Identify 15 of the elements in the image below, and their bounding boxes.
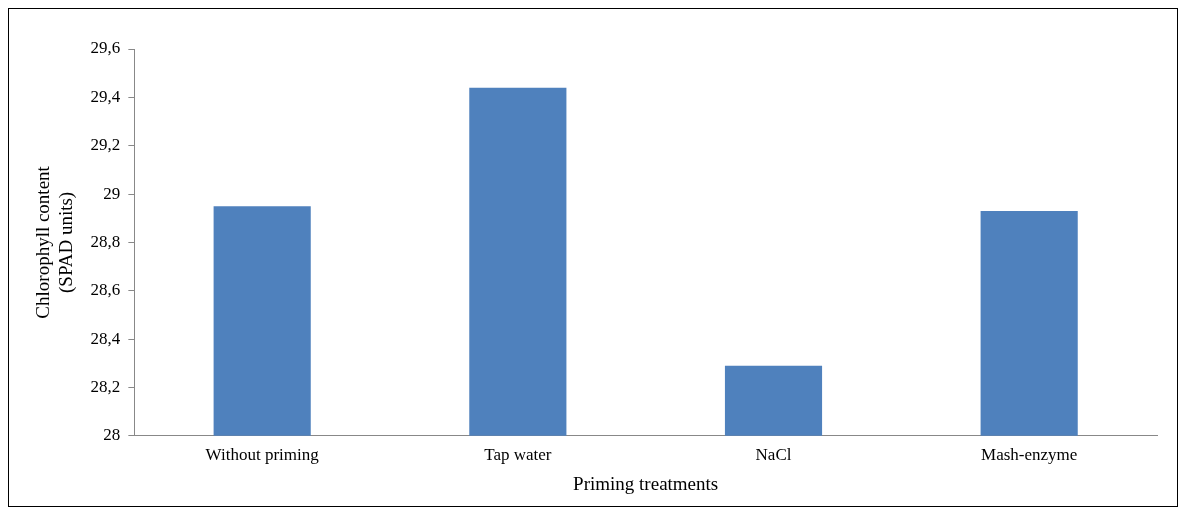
y-tick-label: 29,2: [90, 135, 121, 155]
x-tick-label: Tap water: [484, 445, 552, 465]
y-axis-title: Chlorophyll content (SPAD units): [32, 165, 78, 319]
x-tick-label: Mash-enzyme: [981, 445, 1078, 465]
y-tick-label: 28,4: [90, 328, 121, 348]
y-tick-label: 28,2: [90, 376, 121, 396]
y-tick-label: 29,4: [90, 86, 121, 106]
x-axis-title: Priming treatments: [573, 472, 719, 494]
x-tick-label: NaCl: [755, 445, 792, 465]
y-tick-label: 28,6: [90, 280, 121, 300]
x-tick-label: Without priming: [205, 445, 320, 465]
y-tick-label: 29: [103, 183, 121, 203]
y-tick-label: 28,8: [90, 231, 121, 251]
y-tick-label: 29,6: [90, 38, 121, 58]
y-tick-label: 28: [103, 425, 121, 445]
